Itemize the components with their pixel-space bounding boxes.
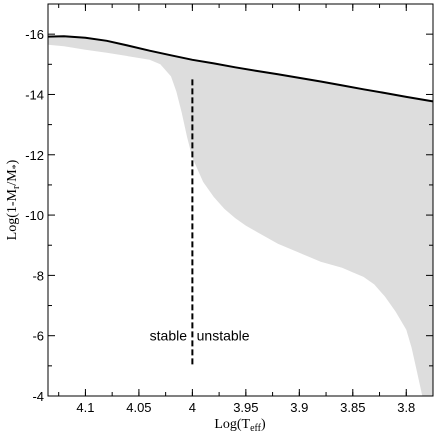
y-tick-label: -16 [25, 27, 44, 42]
x-tick-label: 4 [189, 400, 196, 415]
x-tick-label: 4.05 [126, 400, 151, 415]
annotation-stable: stable [150, 328, 188, 344]
plot-area [48, 35, 433, 396]
y-axis-title: Log(1-Mr/M*) [5, 159, 22, 240]
y-tick-label: -6 [32, 329, 44, 344]
x-tick-label: 4.1 [76, 400, 94, 415]
unstable-region-area [48, 36, 433, 396]
x-tick-label: 3.85 [340, 400, 365, 415]
y-tick-label: -12 [25, 148, 44, 163]
y-tick-label: -8 [32, 268, 44, 283]
annotation-unstable: unstable [197, 328, 250, 344]
y-tick-label: -14 [25, 87, 44, 102]
x-tick-label: 3.95 [233, 400, 258, 415]
x-tick-label: 3.9 [290, 400, 308, 415]
annotations: stable unstable [150, 79, 250, 366]
plot-frame [47, 3, 434, 397]
y-tick-label: -10 [25, 208, 44, 223]
x-tick-label: 3.8 [397, 400, 415, 415]
axes: 4.1 4.05 4 3.95 3.9 3.85 3.8 -16 -14 -12 -10 -8 -6 -4 [25, 3, 433, 415]
x-axis-title: Log(Teff) [214, 417, 266, 434]
upper-boundary-line [48, 35, 433, 103]
y-tick-label: -4 [32, 389, 44, 404]
